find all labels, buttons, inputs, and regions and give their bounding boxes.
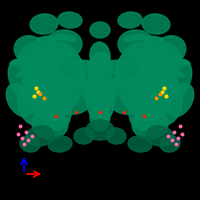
Ellipse shape <box>14 36 46 64</box>
Ellipse shape <box>121 89 140 98</box>
Ellipse shape <box>60 89 79 98</box>
Ellipse shape <box>160 136 180 152</box>
Ellipse shape <box>128 136 152 152</box>
Ellipse shape <box>58 12 82 28</box>
Ellipse shape <box>88 52 112 88</box>
Ellipse shape <box>20 80 33 91</box>
Ellipse shape <box>136 115 156 122</box>
Ellipse shape <box>70 60 90 66</box>
Ellipse shape <box>161 67 184 77</box>
Ellipse shape <box>8 59 40 101</box>
Ellipse shape <box>138 42 182 78</box>
Ellipse shape <box>116 42 176 118</box>
Ellipse shape <box>6 83 34 117</box>
Ellipse shape <box>115 50 165 90</box>
Ellipse shape <box>26 126 54 146</box>
Ellipse shape <box>154 36 186 64</box>
Ellipse shape <box>129 90 159 130</box>
Ellipse shape <box>108 78 124 84</box>
Ellipse shape <box>118 12 142 28</box>
Ellipse shape <box>36 36 60 42</box>
Ellipse shape <box>150 108 170 114</box>
Ellipse shape <box>175 59 190 65</box>
Ellipse shape <box>128 53 144 59</box>
Ellipse shape <box>167 80 180 91</box>
Ellipse shape <box>160 59 192 101</box>
Ellipse shape <box>86 120 114 140</box>
Ellipse shape <box>32 109 68 139</box>
Ellipse shape <box>90 101 110 131</box>
Ellipse shape <box>46 30 82 58</box>
Ellipse shape <box>166 83 194 117</box>
Ellipse shape <box>82 56 118 112</box>
Ellipse shape <box>146 126 174 146</box>
Ellipse shape <box>18 82 54 126</box>
Ellipse shape <box>124 34 144 41</box>
Ellipse shape <box>86 78 114 122</box>
Ellipse shape <box>74 128 94 144</box>
Ellipse shape <box>20 136 40 152</box>
Ellipse shape <box>90 42 110 70</box>
Ellipse shape <box>76 78 92 84</box>
Ellipse shape <box>48 78 92 114</box>
Ellipse shape <box>56 34 76 41</box>
Ellipse shape <box>135 61 177 119</box>
Ellipse shape <box>142 14 170 34</box>
Ellipse shape <box>23 61 65 119</box>
Ellipse shape <box>30 14 58 34</box>
Ellipse shape <box>44 115 64 122</box>
Ellipse shape <box>118 30 154 58</box>
Ellipse shape <box>110 60 130 66</box>
Ellipse shape <box>140 36 164 42</box>
Ellipse shape <box>10 59 25 65</box>
Ellipse shape <box>24 42 84 118</box>
Ellipse shape <box>106 128 126 144</box>
Ellipse shape <box>146 82 182 126</box>
Ellipse shape <box>35 50 85 90</box>
Ellipse shape <box>16 67 39 77</box>
Ellipse shape <box>157 55 176 62</box>
Ellipse shape <box>30 108 50 114</box>
Ellipse shape <box>18 42 62 78</box>
Ellipse shape <box>48 136 72 152</box>
Ellipse shape <box>24 55 43 62</box>
Ellipse shape <box>132 109 168 139</box>
Ellipse shape <box>56 53 72 59</box>
Ellipse shape <box>41 90 71 130</box>
Ellipse shape <box>90 22 110 38</box>
Ellipse shape <box>108 78 152 114</box>
